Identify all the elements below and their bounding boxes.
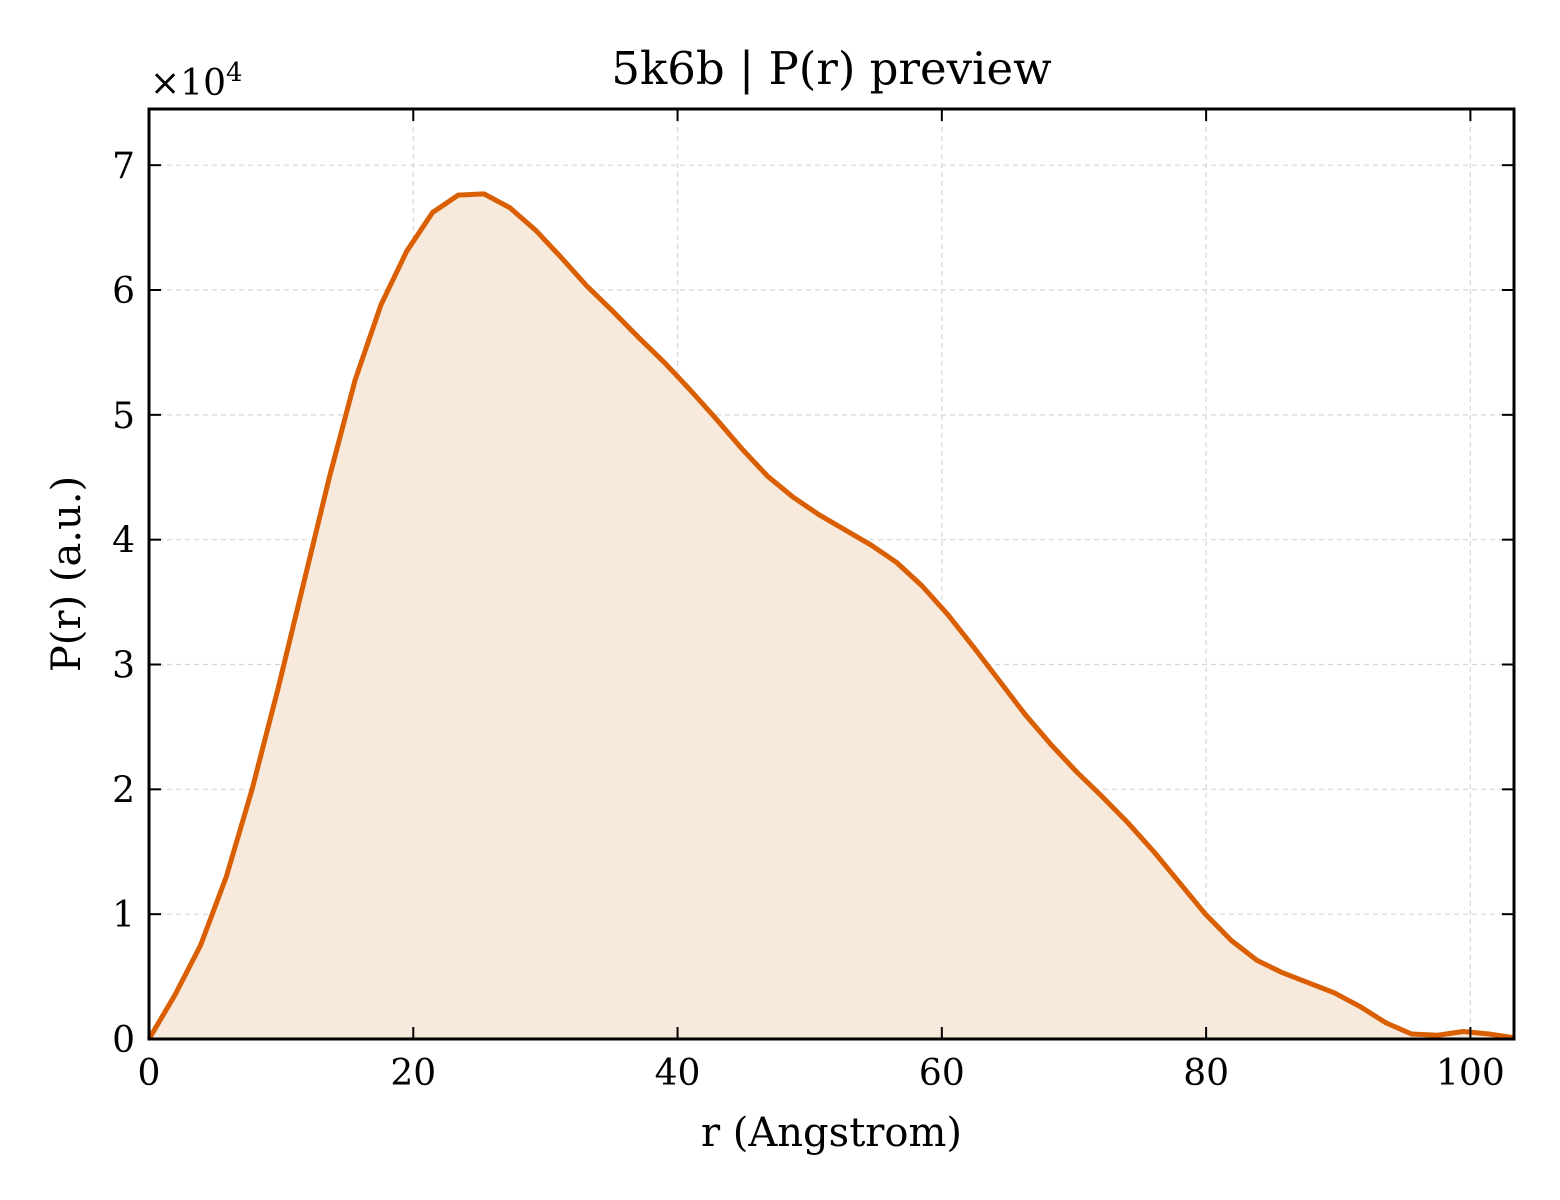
y-scale-factor: ×104 bbox=[150, 58, 243, 104]
ticks bbox=[148, 109, 1514, 1040]
y-tick-label: 0 bbox=[112, 1020, 135, 1061]
series-area-fill bbox=[149, 193, 1514, 1039]
series-line bbox=[146, 191, 1515, 1041]
y-tick-label: 1 bbox=[112, 895, 135, 936]
chart-title: 5k6b | P(r) preview bbox=[611, 42, 1051, 95]
y-scale-factor-base: ×10 bbox=[150, 63, 226, 104]
x-tick-label: 100 bbox=[1436, 1053, 1505, 1094]
tick-labels: 0 20 40 60 80 100 0 1 2 3 4 5 6 7 bbox=[112, 146, 1505, 1094]
plot-frame bbox=[147, 107, 1516, 1041]
x-tick-label: 0 bbox=[138, 1053, 161, 1094]
y-tick-label: 4 bbox=[112, 521, 135, 562]
y-tick-label: 2 bbox=[112, 770, 135, 811]
y-axis-label: P(r) (a.u.) bbox=[44, 476, 90, 672]
y-tick-label: 6 bbox=[112, 271, 135, 312]
x-axis-label: r (Angstrom) bbox=[701, 1110, 962, 1156]
y-scale-factor-exponent: 4 bbox=[226, 58, 243, 88]
y-tick-label: 3 bbox=[112, 646, 135, 687]
x-tick-label: 80 bbox=[1183, 1053, 1229, 1094]
y-tick-label: 7 bbox=[112, 146, 135, 187]
y-tick-label: 5 bbox=[112, 396, 135, 437]
x-tick-label: 60 bbox=[919, 1053, 965, 1094]
x-tick-label: 20 bbox=[390, 1053, 436, 1094]
x-tick-label: 40 bbox=[655, 1053, 701, 1094]
